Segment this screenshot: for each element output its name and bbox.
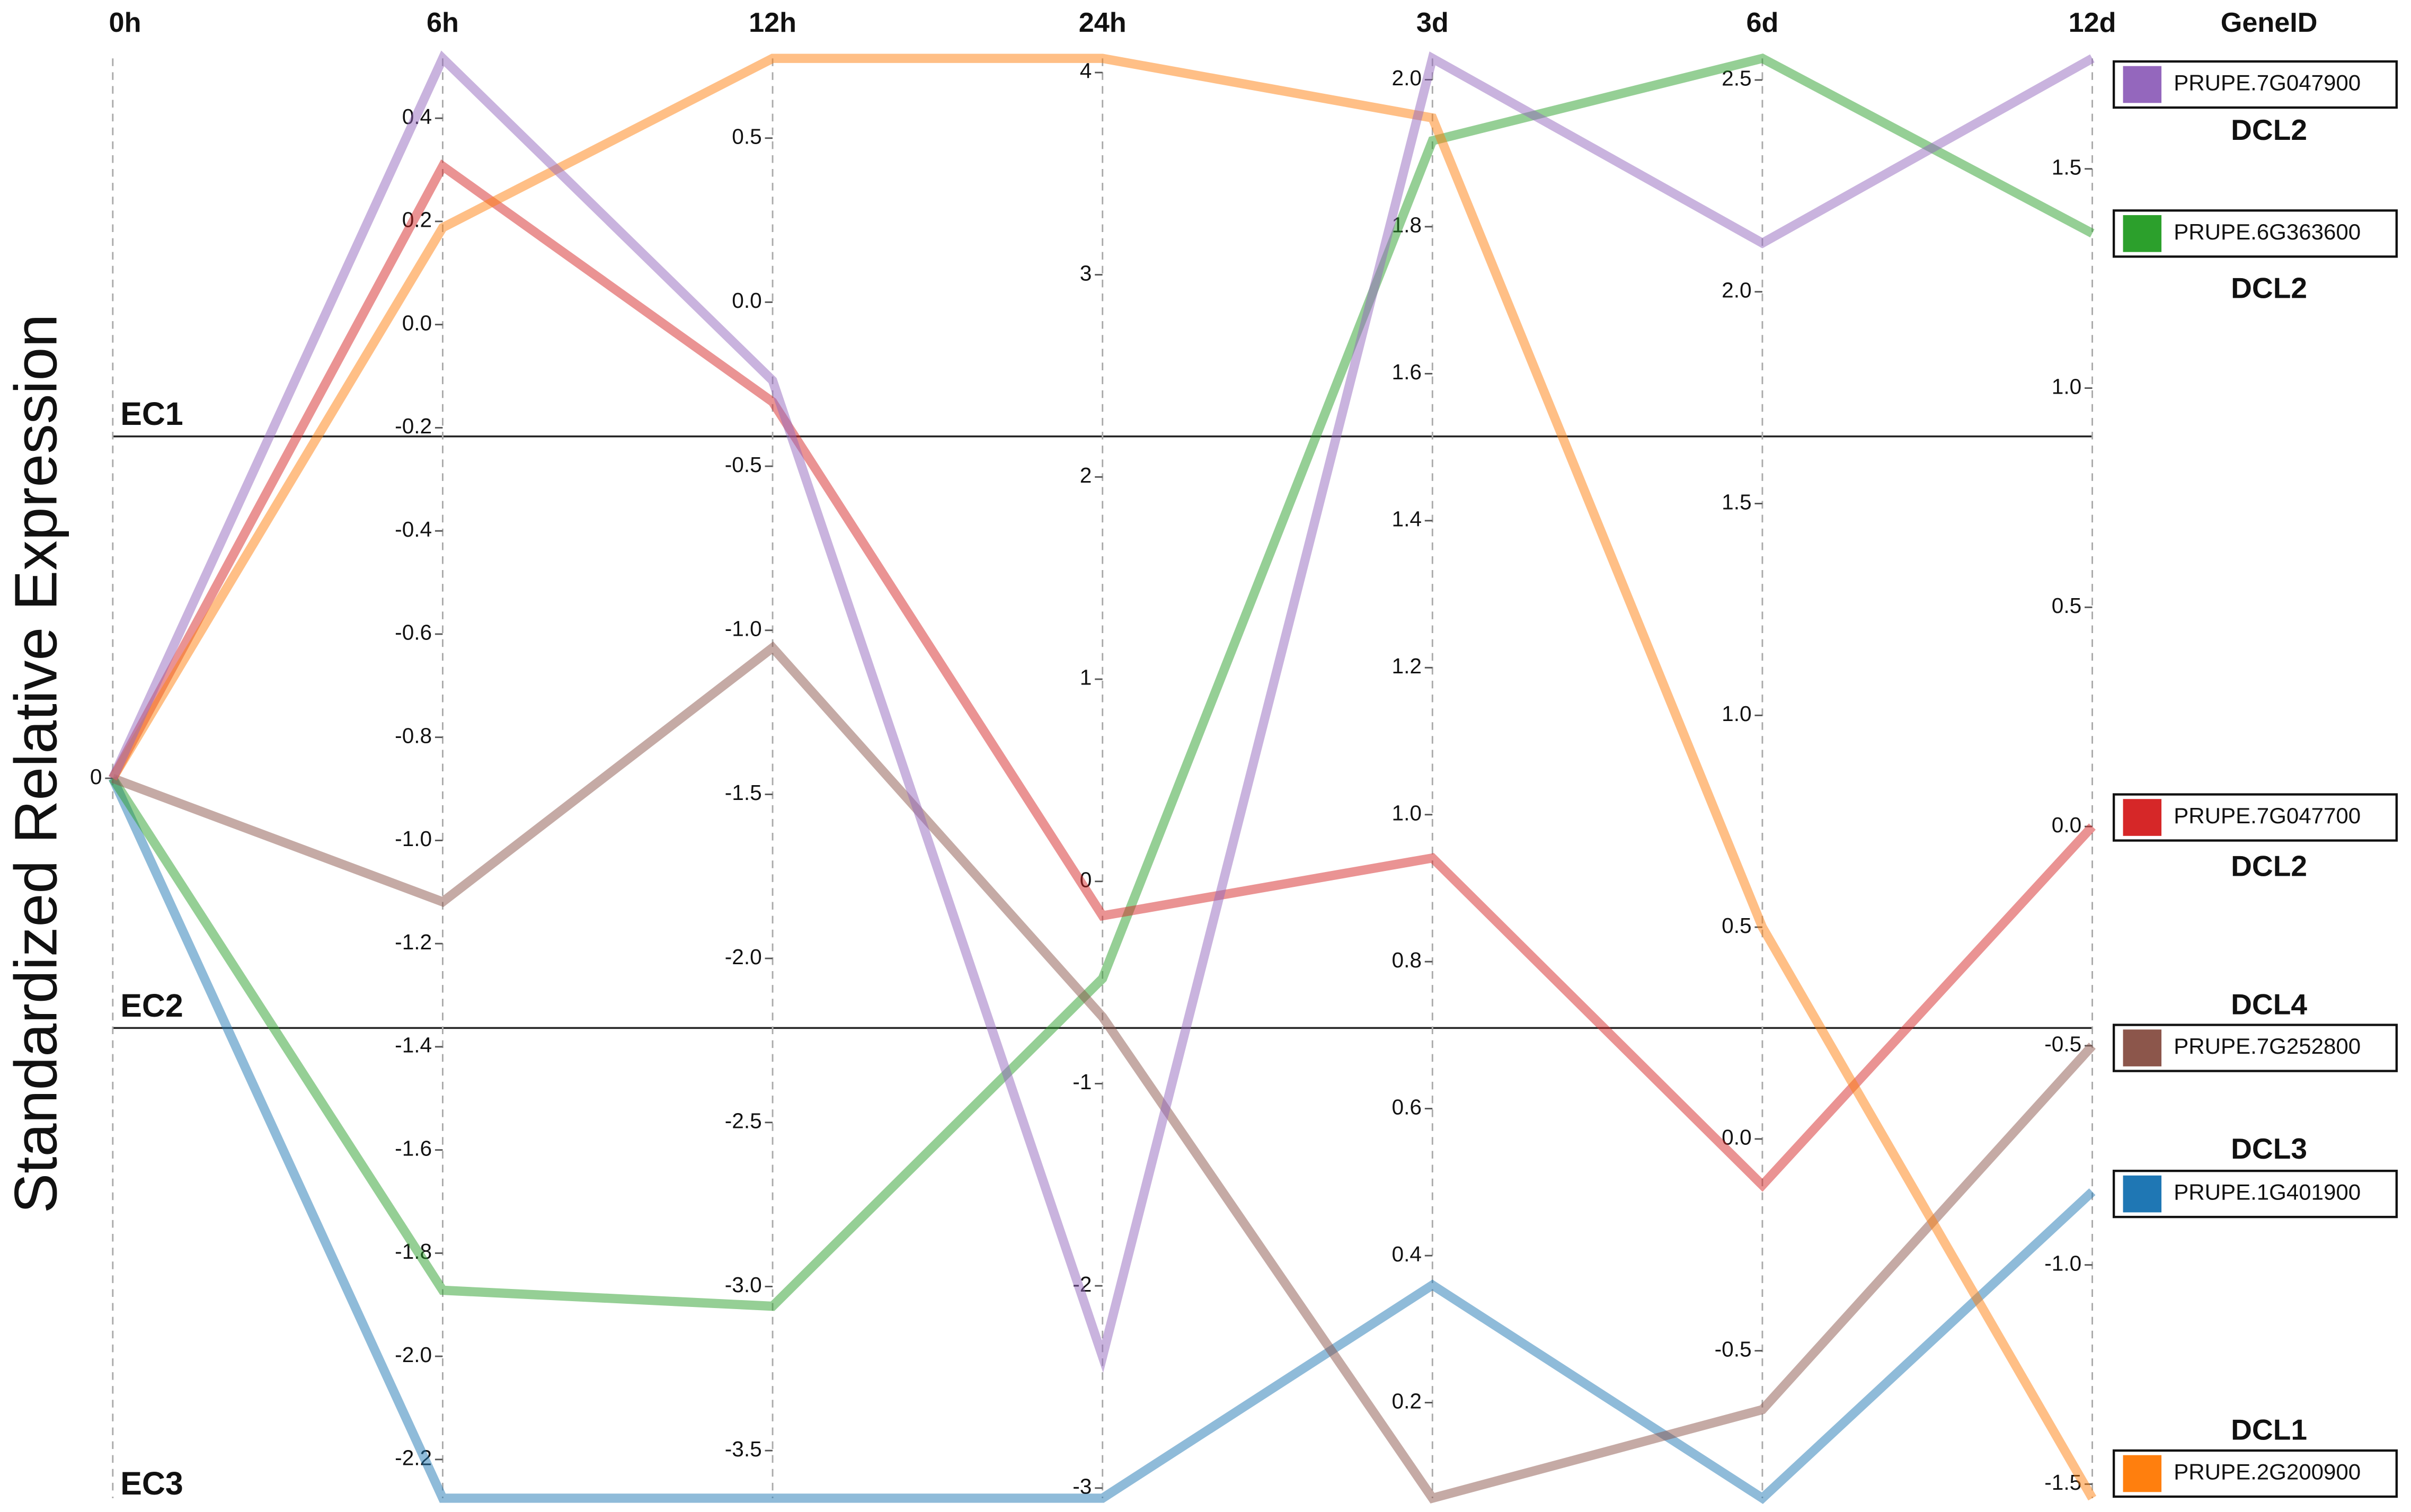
- series-line: [109, 54, 2097, 1501]
- y-tick-label: 0.5: [1722, 913, 1751, 938]
- y-tick-label: -1.0: [725, 616, 762, 641]
- y-tick-label: -0.5: [2044, 1032, 2081, 1056]
- y-tick-label: -1.2: [395, 930, 432, 954]
- y-tick-label: 0.2: [1392, 1389, 1422, 1413]
- gene-label: DCL4: [2231, 988, 2307, 1020]
- y-tick-label: 0.8: [1392, 948, 1422, 972]
- series-line: [108, 776, 2096, 1504]
- series-line: [108, 50, 2095, 1373]
- legend-label: PRUPE.7G252800: [2174, 1034, 2361, 1059]
- y-tick-label: 1.2: [1392, 654, 1422, 678]
- y-tick-label: 1.6: [1392, 360, 1422, 384]
- y-tick-label: 1.5: [1722, 490, 1751, 514]
- y-tick-label: -2.0: [725, 945, 762, 969]
- y-tick-label: 0.4: [1392, 1242, 1422, 1266]
- axis-name: 12d: [2069, 7, 2116, 38]
- axis-name: 0h: [109, 7, 141, 38]
- axis-name: 6h: [427, 7, 459, 38]
- series-line: [109, 159, 2096, 1192]
- y-tick-label: -0.4: [395, 517, 432, 541]
- y-tick-label: -0.6: [395, 620, 432, 645]
- y-tick-label: -1: [1072, 1070, 1092, 1094]
- y-tick-label: -1.5: [725, 780, 762, 805]
- y-tick-label: -2.5: [725, 1108, 762, 1133]
- y-tick-label: -1.0: [2044, 1251, 2081, 1275]
- y-tick-label: 4: [1080, 59, 1092, 83]
- y-tick-label: -1.0: [395, 826, 432, 851]
- y-tick-label: 0.0: [402, 310, 432, 335]
- legend-swatch: [2123, 1029, 2162, 1066]
- y-tick-label: -2.0: [395, 1342, 432, 1367]
- gene-label: DCL2: [2231, 113, 2307, 146]
- legend-label: PRUPE.7G047900: [2174, 70, 2361, 95]
- y-tick-label: 1.0: [1392, 801, 1422, 825]
- legend-title: GeneID: [2221, 7, 2318, 38]
- y-tick-label: -1.6: [395, 1136, 432, 1160]
- cluster-label: EC3: [120, 1465, 183, 1501]
- legend-swatch: [2123, 66, 2162, 103]
- y-tick-label: 0.0: [2052, 813, 2081, 837]
- y-tick-label: 1.4: [1392, 507, 1422, 531]
- y-tick-label: 2: [1080, 463, 1092, 487]
- y-tick-label: -3.0: [725, 1273, 762, 1297]
- axis-name: 6d: [1746, 7, 1778, 38]
- y-tick-label: 1.0: [2052, 374, 2081, 398]
- y-tick-label: 0.0: [732, 288, 761, 313]
- axis-name: 12h: [749, 7, 796, 38]
- series-line: [111, 641, 2096, 1504]
- gene-label: DCL1: [2231, 1413, 2307, 1446]
- axis-name: 24h: [1079, 7, 1127, 38]
- y-tick-label: 3: [1080, 261, 1092, 285]
- gene-label: DCL2: [2231, 849, 2307, 882]
- legend-swatch: [2123, 799, 2162, 836]
- y-tick-label: -1.4: [395, 1033, 432, 1057]
- y-tick-label: 0.5: [2052, 593, 2081, 618]
- y-tick-label: 0.6: [1392, 1095, 1422, 1119]
- legend-label: PRUPE.6G363600: [2174, 219, 2361, 244]
- y-tick-label: -0.8: [395, 723, 432, 748]
- y-tick-label: 0: [90, 764, 102, 789]
- series-line: [109, 53, 2095, 1311]
- gene-label: DCL3: [2231, 1132, 2307, 1165]
- y-tick-label: -0.2: [395, 414, 432, 438]
- y-axis-label: Standardized Relative Expression: [2, 314, 69, 1214]
- legend-label: PRUPE.2G200900: [2174, 1460, 2361, 1484]
- legend-label: PRUPE.7G047700: [2174, 803, 2361, 828]
- axis-name: 3d: [1416, 7, 1449, 38]
- legend-label: PRUPE.1G401900: [2174, 1180, 2361, 1205]
- y-tick-label: 2.0: [1722, 278, 1751, 302]
- y-tick-label: 1: [1080, 665, 1092, 690]
- y-tick-label: 1.0: [1722, 701, 1751, 726]
- y-tick-label: -0.5: [1715, 1337, 1752, 1361]
- y-tick-label: -3.5: [725, 1437, 762, 1461]
- legend-swatch: [2123, 1175, 2162, 1213]
- y-tick-label: 1.5: [2052, 155, 2081, 179]
- cluster-label: EC2: [120, 988, 183, 1024]
- y-tick-label: 0.5: [732, 124, 761, 148]
- cluster-label: EC1: [120, 396, 183, 432]
- legend-swatch: [2123, 215, 2162, 252]
- y-tick-label: -0.5: [725, 452, 762, 477]
- gene-label: DCL2: [2231, 272, 2307, 305]
- legend-swatch: [2123, 1455, 2162, 1492]
- y-tick-label: 2.0: [1392, 66, 1422, 90]
